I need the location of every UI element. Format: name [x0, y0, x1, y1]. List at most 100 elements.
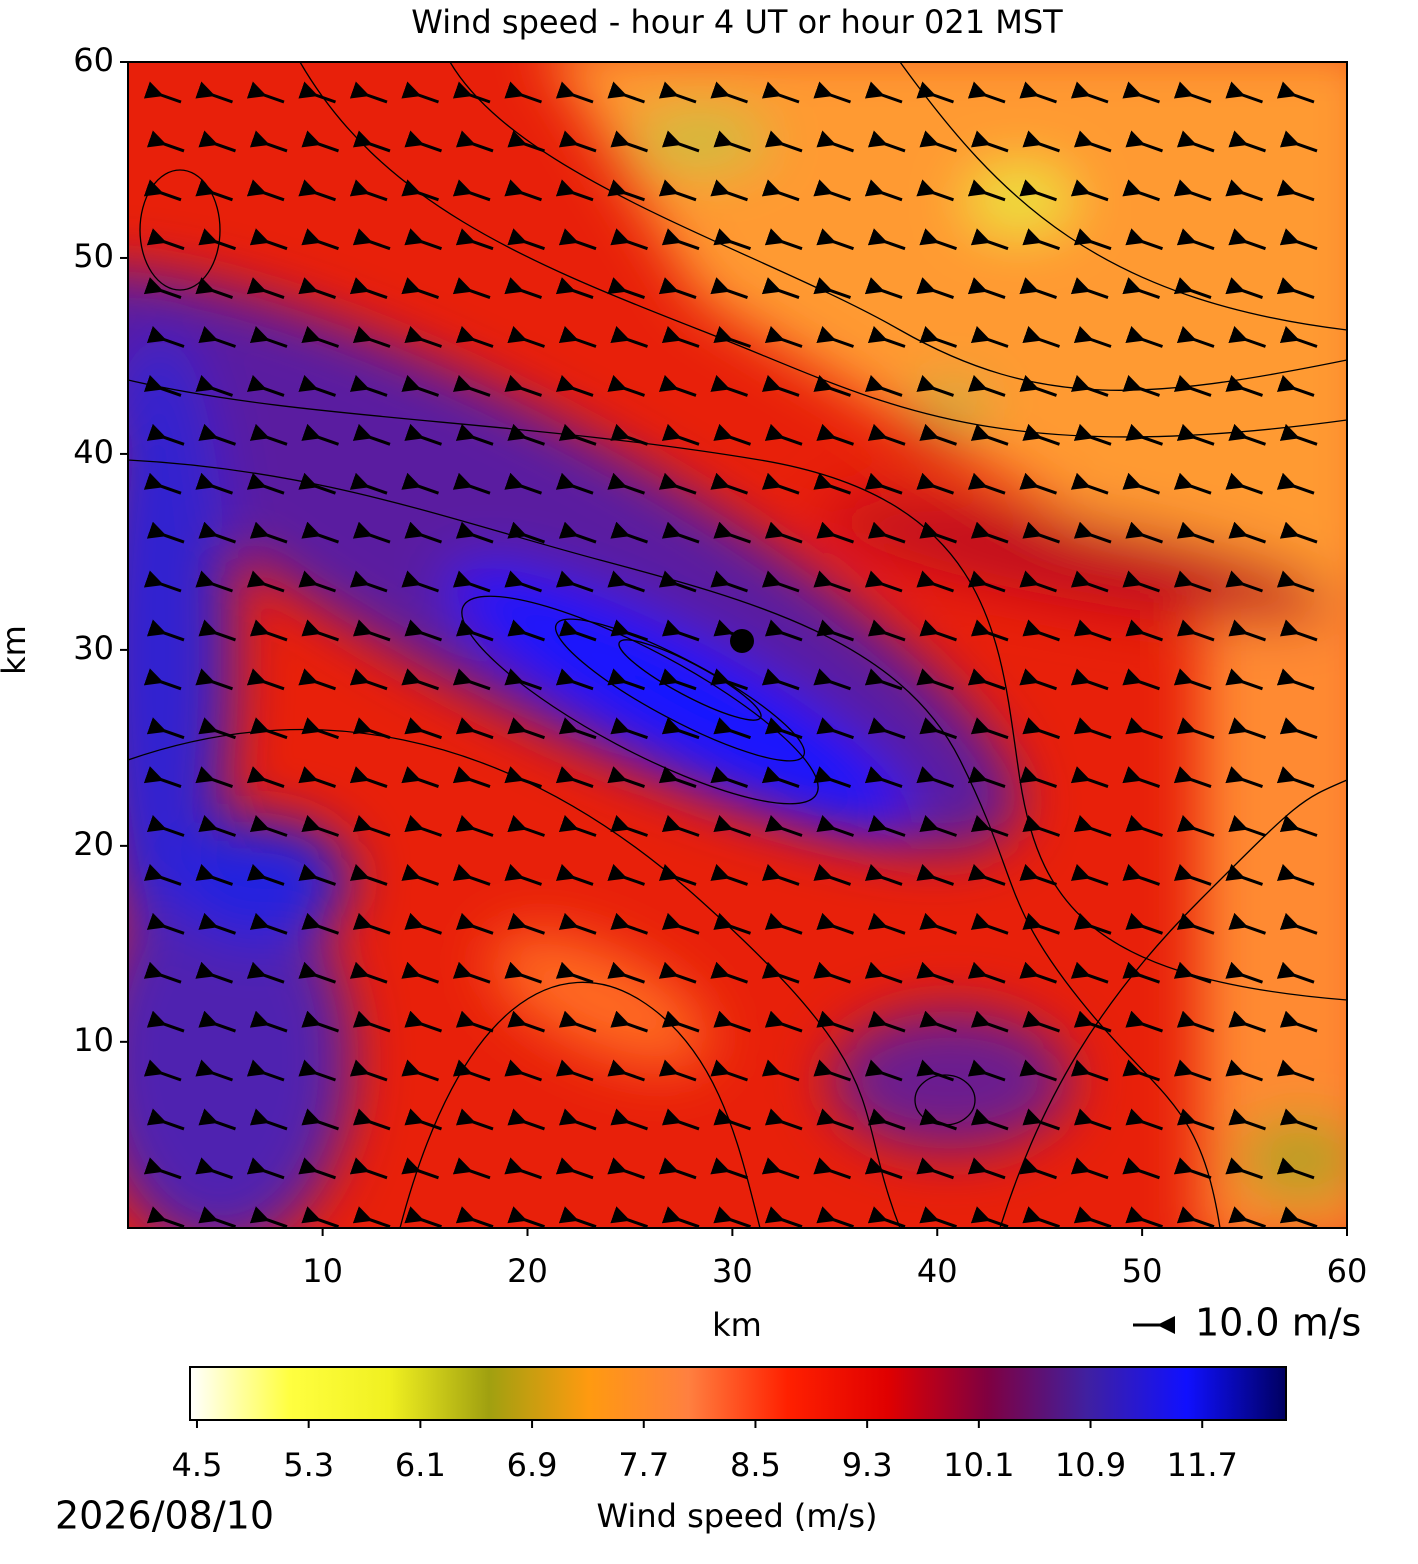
wind-arrow [919, 130, 957, 153]
wind-arrow [1125, 815, 1163, 837]
wind-arrow [713, 326, 751, 348]
wind-arrow [1173, 374, 1212, 397]
wind-arrow [301, 815, 339, 837]
wind-arrow [813, 374, 851, 397]
wind-arrow [919, 521, 957, 544]
wind-arrow [249, 619, 288, 642]
wind-arrow [761, 81, 800, 104]
wind-arrow [967, 570, 1006, 593]
wind-arrow [504, 374, 542, 397]
wind-arrow [658, 472, 697, 495]
wind-arrow [1073, 423, 1112, 446]
wind-arrow [1122, 179, 1160, 202]
wind-arrow [764, 912, 803, 935]
colorbar-tick-label: 9.3 [842, 1446, 893, 1484]
wind-arrow [607, 374, 645, 397]
wind-arrow [658, 1157, 697, 1180]
wind-arrow [246, 179, 285, 202]
wind-arrow [764, 1010, 803, 1033]
wind-arrow [607, 1157, 645, 1180]
wind-arrow [504, 472, 542, 495]
wind-arrow [301, 423, 339, 446]
wind-arrow [143, 1157, 182, 1180]
wind-arrow [970, 717, 1009, 740]
wind-arrow [1228, 521, 1266, 544]
wind-arrow [607, 766, 645, 789]
wind-arrow [1122, 863, 1160, 886]
wind-arrow [713, 619, 751, 642]
wind-arrow [610, 717, 648, 740]
wind-arrow [298, 374, 336, 397]
wind-arrow [249, 423, 288, 446]
wind-arrow [349, 1157, 388, 1180]
wind-arrow [246, 277, 285, 300]
wind-arrow [301, 521, 339, 544]
x-tick-label: 60 [1327, 1252, 1368, 1290]
wind-arrow [919, 815, 957, 837]
wind-arrow [1070, 766, 1109, 789]
wind-arrow [504, 1059, 542, 1082]
wind-arrow [610, 521, 648, 544]
x-tick-label: 50 [1122, 1252, 1163, 1290]
wind-arrow [558, 912, 597, 935]
y-tick-label: 60 [73, 41, 114, 79]
wind-arrow [1122, 570, 1160, 593]
wind-arrow [555, 1157, 594, 1180]
wind-arrow [607, 863, 645, 886]
wind-arrow [1279, 815, 1318, 837]
colorbar-tick-label: 7.7 [618, 1446, 669, 1484]
wind-arrow [816, 1010, 854, 1033]
wind-arrow [195, 1059, 233, 1082]
wind-arrow [1122, 81, 1160, 104]
wind-arrow [146, 521, 185, 544]
wind-arrow [195, 766, 233, 789]
wind-arrow [1228, 717, 1266, 740]
wind-arrow [558, 521, 597, 544]
chart-title: Wind speed - hour 4 UT or hour 021 MST [411, 3, 1063, 41]
wind-arrow [504, 277, 542, 300]
colorbar-label: Wind speed (m/s) [596, 1497, 877, 1535]
wind-arrow [1073, 521, 1112, 544]
wind-arrow [813, 1157, 851, 1180]
wind-arrow [864, 766, 903, 789]
wind-arrow [607, 1059, 645, 1082]
wind-arrow [504, 179, 542, 202]
wind-arrow [143, 961, 182, 984]
wind-arrow [198, 228, 236, 251]
wind-arrow [919, 1206, 957, 1228]
wind-arrow [198, 1010, 236, 1033]
wind-arrow [1225, 81, 1263, 104]
wind-arrow [143, 570, 182, 593]
wind-arrow [404, 228, 442, 251]
wind-arrow [1228, 1108, 1266, 1131]
wind-arrow [246, 961, 285, 984]
wind-arrow [1019, 277, 1057, 300]
wind-arrow [349, 961, 388, 984]
wind-arrow [298, 1059, 336, 1082]
wind-arrow [352, 521, 391, 544]
wind-arrow [1276, 374, 1315, 397]
wind-arrow [967, 374, 1006, 397]
wind-arrow [1122, 1059, 1160, 1082]
wind-arrow [143, 374, 182, 397]
wind-arrow [764, 423, 803, 446]
wind-arrow [401, 668, 439, 691]
wind-arrow [198, 130, 236, 153]
wind-arrow [555, 766, 594, 789]
wind-arrow [558, 619, 597, 642]
wind-arrow [1276, 1157, 1315, 1180]
wind-arrow [658, 766, 697, 789]
wind-arrow [401, 1059, 439, 1082]
wind-arrow [504, 863, 542, 886]
wind-arrow [1122, 1157, 1160, 1180]
wind-arrow [1122, 277, 1160, 300]
wind-arrow [507, 423, 545, 446]
wind-arrow [710, 570, 748, 593]
wind-arrow [558, 717, 597, 740]
wind-arrow [507, 1108, 545, 1131]
wind-arrow [864, 81, 903, 104]
wind-arrow [504, 766, 542, 789]
wind-arrow [1228, 423, 1266, 446]
wind-arrow [661, 228, 700, 251]
